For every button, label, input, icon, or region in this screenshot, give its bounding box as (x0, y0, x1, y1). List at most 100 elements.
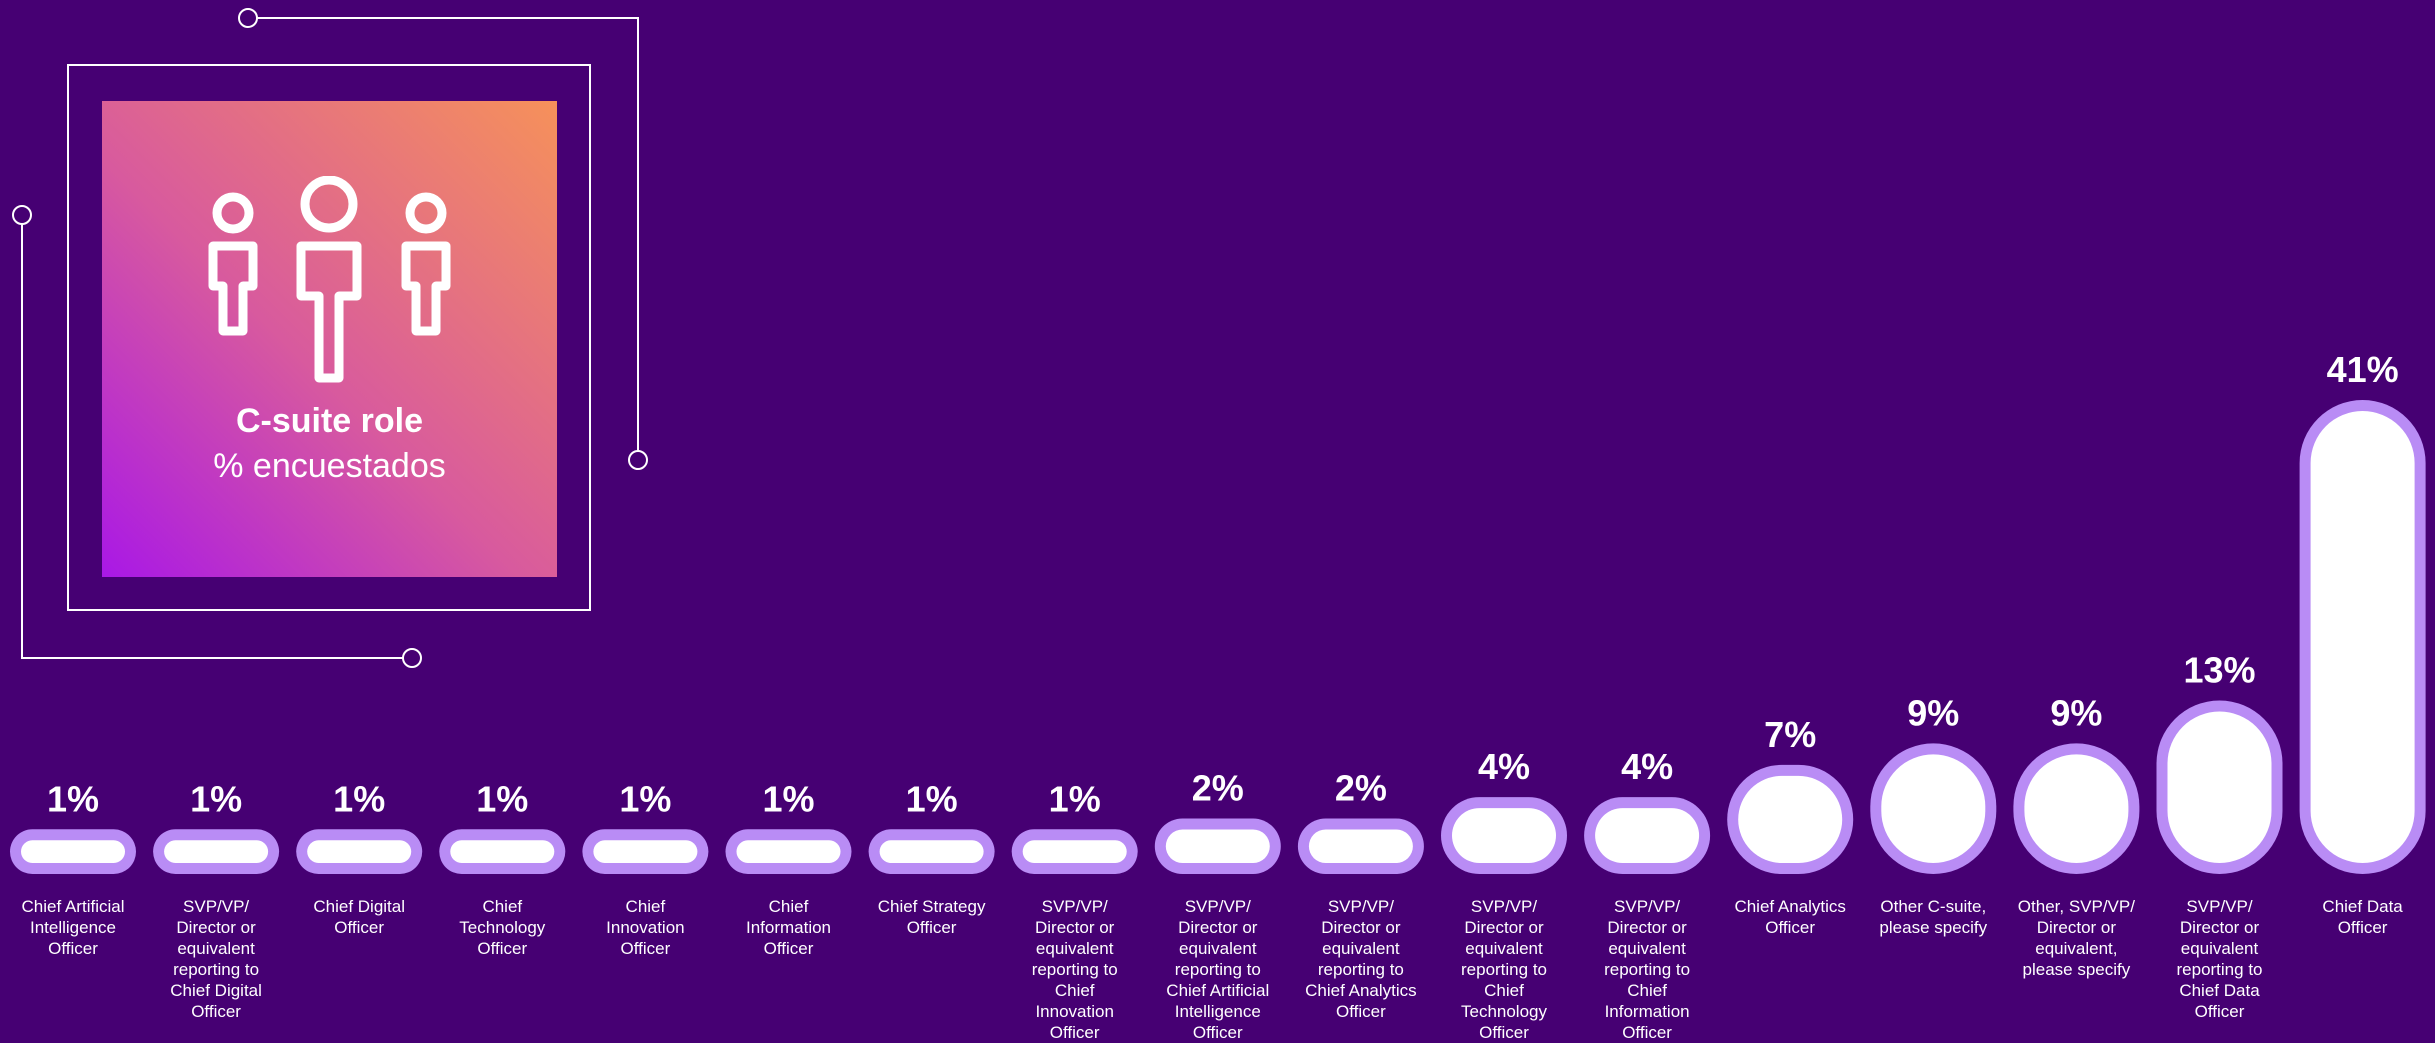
data-label-9: 2% (1192, 768, 1244, 809)
category-label-line: Chief Digital (313, 897, 406, 916)
category-label-line: Information (745, 918, 832, 937)
category-label-line: Chief Analytics (1305, 981, 1417, 1000)
category-label-line: reporting to (1031, 960, 1118, 979)
category-label-line: Officer (1479, 1023, 1529, 1042)
category-label-line: Innovation (1035, 1002, 1114, 1021)
category-label-line: SVP/VP/ (2186, 897, 2253, 916)
category-label-13: Chief Analytics Officer (1722, 896, 1858, 938)
circuit-node (238, 8, 258, 28)
chart-subtitle: % encuestados (213, 447, 446, 485)
category-label-line: Officer (1192, 1023, 1243, 1042)
category-label-line: Intelligence (1174, 1002, 1261, 1021)
circuit-node (402, 648, 422, 668)
category-label-line: Officer (48, 939, 98, 958)
panel-frame (67, 64, 591, 611)
category-label-line: please specify (2022, 960, 2131, 979)
category-label-line: please specify (1879, 918, 1988, 937)
category-label-line: reporting to (1174, 960, 1261, 979)
category-label-line: Chief Data (2179, 981, 2260, 1000)
category-label-6: Chief Information Officer (721, 896, 857, 959)
data-label-17: 41% (2327, 349, 2399, 390)
category-label-11: SVP/VP/Director or equivalent reporting to… (1436, 896, 1572, 1043)
category-label-line: Chief Strategy (877, 897, 986, 916)
category-label-15: Other, SVP/VP/Director or equivalent, plea… (2008, 896, 2144, 980)
bar-fill-13 (1738, 775, 1843, 863)
category-label-line: Chief Analytics (1734, 897, 1846, 916)
category-label-line: equivalent (1465, 939, 1543, 958)
category-label-14: Other C-suite, please specify (1865, 896, 2001, 938)
category-label-line: Chief (1484, 981, 1524, 1000)
data-label-12: 4% (1621, 746, 1673, 787)
bar-fill-14 (1881, 754, 1986, 863)
data-label-3: 1% (333, 778, 385, 819)
data-label-11: 4% (1478, 746, 1530, 787)
title-panel: C-suite role % encuestados (102, 101, 557, 577)
category-label-line: Director or (2036, 918, 2117, 937)
bar-fill-6 (736, 840, 841, 863)
category-label-line: Intelligence (29, 918, 116, 937)
bar-fill-12 (1595, 808, 1700, 863)
bar-fill-7 (879, 840, 984, 863)
data-label-1: 1% (47, 778, 99, 819)
category-label-line: Officer (1049, 1023, 1100, 1042)
chart-title: C-suite role (235, 402, 424, 440)
bar-fill-10 (1308, 829, 1413, 863)
category-label-line: Information (1604, 1002, 1690, 1021)
category-label-3: Chief Digital Officer (291, 896, 427, 938)
category-label-line: Officer (334, 918, 385, 937)
bar-fill-3 (307, 840, 412, 863)
data-label-14: 9% (1907, 692, 1959, 733)
category-label-2: SVP/VP/Director or equivalent reporting to… (148, 896, 284, 1022)
category-label-line: reporting to (1317, 960, 1404, 979)
category-label-9: SVP/VP/Director or equivalent reporting to… (1150, 896, 1286, 1043)
data-label-15: 9% (2050, 692, 2102, 733)
category-label-line: Other, SVP/VP/ (2017, 897, 2135, 916)
category-label-line: reporting to (173, 960, 260, 979)
category-label-line: Director or (176, 918, 256, 937)
bar-fill-11 (1452, 808, 1556, 863)
category-label-17: Chief Data Officer (2295, 896, 2431, 938)
data-label-2: 1% (190, 778, 242, 819)
data-label-7: 1% (906, 778, 958, 819)
category-label-line: Director or (1464, 918, 1544, 937)
category-label-5: Chief Innovation Officer (577, 896, 713, 959)
category-label-line: Technology (459, 918, 546, 937)
data-label-8: 1% (1049, 778, 1101, 819)
category-label-4: Chief Technology Officer (434, 896, 570, 959)
category-label-line: Officer (1765, 918, 1816, 937)
category-label-16: SVP/VP/Director or equivalent reporting to… (2152, 896, 2288, 1022)
category-label-line: Chief Artificial (21, 897, 125, 916)
circuit-node (628, 450, 648, 470)
category-label-12: SVP/VP/Director or equivalent reporting to… (1579, 896, 1715, 1043)
category-label-line: Chief Digital (170, 981, 262, 1000)
category-label-line: Chief (482, 897, 523, 916)
bar-fill-8 (1022, 840, 1127, 863)
category-label-line: Innovation (606, 918, 685, 937)
data-label-6: 1% (762, 778, 814, 819)
data-label-16: 13% (2183, 649, 2255, 690)
category-label-line: Chief (625, 897, 666, 916)
category-label-line: Officer (906, 918, 957, 937)
category-label-line: Officer (2337, 918, 2388, 937)
category-label-line: SVP/VP/ (1184, 897, 1251, 916)
category-label-10: SVP/VP/Director or equivalent reporting to… (1293, 896, 1429, 1022)
circuit-node (12, 205, 32, 225)
category-label-line: Officer (763, 939, 814, 958)
category-label-line: equivalent (2180, 939, 2259, 958)
category-label-line: Officer (477, 939, 528, 958)
category-label-line: Officer (2194, 1002, 2245, 1021)
bar-fill-15 (2024, 754, 2129, 863)
category-label-line: Chief (1627, 981, 1667, 1000)
category-label-line: reporting to (2176, 960, 2263, 979)
data-label-5: 1% (619, 778, 671, 819)
category-label-line: SVP/VP/ (1614, 897, 1681, 916)
bar-fill-4 (450, 840, 555, 863)
category-label-line: Chief (768, 897, 809, 916)
category-label-line: equivalent (177, 939, 255, 958)
category-label-line: SVP/VP/ (1327, 897, 1394, 916)
category-label-line: Director or (1178, 918, 1258, 937)
category-label-line: Other C-suite, (1880, 897, 1987, 916)
bar-fill-1 (21, 840, 125, 863)
category-label-1: Chief Artificial Intelligence Officer (5, 896, 141, 959)
bar-fill-2 (164, 840, 269, 863)
